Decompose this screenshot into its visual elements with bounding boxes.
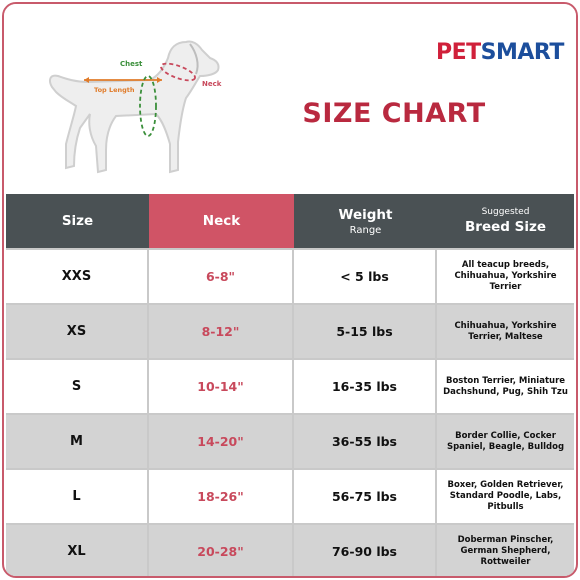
- page-title: SIZE CHART: [302, 98, 486, 129]
- neck-cell: 18-26": [149, 470, 294, 523]
- weight-cell: 76-90 lbs: [294, 525, 437, 576]
- top-length-label: Top Length: [94, 86, 135, 94]
- weight-cell: < 5 lbs: [294, 250, 437, 303]
- neck-cell: 20-28": [149, 525, 294, 576]
- neck-label: Neck: [202, 80, 222, 88]
- table-header: Size Neck Weight Range Suggested Breed S…: [6, 194, 574, 248]
- dog-ear-line: [189, 43, 199, 75]
- size-cell: S: [6, 360, 149, 413]
- table-row: S 10-14" 16-35 lbs Boston Terrier, Minia…: [6, 358, 574, 413]
- table-row: M 14-20" 36-55 lbs Border Collie, Cocker…: [6, 413, 574, 468]
- weight-cell: 16-35 lbs: [294, 360, 437, 413]
- breed-cell: Border Collie, Cocker Spaniel, Beagle, B…: [437, 415, 574, 468]
- neck-cell: 8-12": [149, 305, 294, 358]
- neck-guide: [160, 62, 196, 82]
- size-cell: XS: [6, 305, 149, 358]
- header-breed: Suggested Breed Size: [437, 194, 574, 248]
- petsmart-logo: PETSMART: [436, 40, 564, 65]
- breed-cell: Boxer, Golden Retriever, Standard Poodle…: [437, 470, 574, 523]
- header-breed-label: Breed Size: [465, 219, 546, 235]
- dog-silhouette: [49, 40, 220, 174]
- neck-cell: 6-8": [149, 250, 294, 303]
- breed-cell: All teacup breeds, Chihuahua, Yorkshire …: [437, 250, 574, 303]
- logo-part-pet: PET: [436, 40, 481, 65]
- header-weight-label: Weight: [338, 206, 393, 223]
- header-weight: Weight Range: [294, 194, 437, 248]
- weight-cell: 36-55 lbs: [294, 415, 437, 468]
- neck-cell: 10-14": [149, 360, 294, 413]
- dog-measurement-diagram: Chest Neck Top Length: [49, 40, 222, 174]
- breed-cell: Boston Terrier, Miniature Dachshund, Pug…: [437, 360, 574, 413]
- header-size-label: Size: [61, 213, 94, 229]
- size-cell: M: [6, 415, 149, 468]
- table-row: XL 20-28" 76-90 lbs Doberman Pinscher, G…: [6, 523, 574, 576]
- neck-cell: 14-20": [149, 415, 294, 468]
- size-cell: XXS: [6, 250, 149, 303]
- table-row: L 18-26" 56-75 lbs Boxer, Golden Retriev…: [6, 468, 574, 523]
- chest-label: Chest: [120, 60, 143, 68]
- header-neck: Neck: [149, 194, 294, 248]
- table-row: XS 8-12" 5-15 lbs Chihuahua, Yorkshire T…: [6, 303, 574, 358]
- size-table: Size Neck Weight Range Suggested Breed S…: [6, 194, 574, 576]
- size-cell: L: [6, 470, 149, 523]
- weight-cell: 5-15 lbs: [294, 305, 437, 358]
- breed-cell: Chihuahua, Yorkshire Terrier, Maltese: [437, 305, 574, 358]
- weight-cell: 56-75 lbs: [294, 470, 437, 523]
- chest-guide: [139, 75, 157, 137]
- breed-cell: Doberman Pinscher, German Shepherd, Rott…: [437, 525, 574, 576]
- header-weight-sub: Range: [349, 224, 382, 236]
- logo-part-smart: SMART: [480, 40, 565, 65]
- size-cell: XL: [6, 525, 149, 576]
- chart-top-section: Chest Neck Top Length PETSMART SIZE CHAR…: [4, 4, 576, 194]
- header-size: Size: [6, 194, 149, 248]
- header-breed-top: Suggested: [481, 207, 530, 217]
- header-neck-label: Neck: [202, 213, 241, 229]
- table-row: XXS 6-8" < 5 lbs All teacup breeds, Chih…: [6, 248, 574, 303]
